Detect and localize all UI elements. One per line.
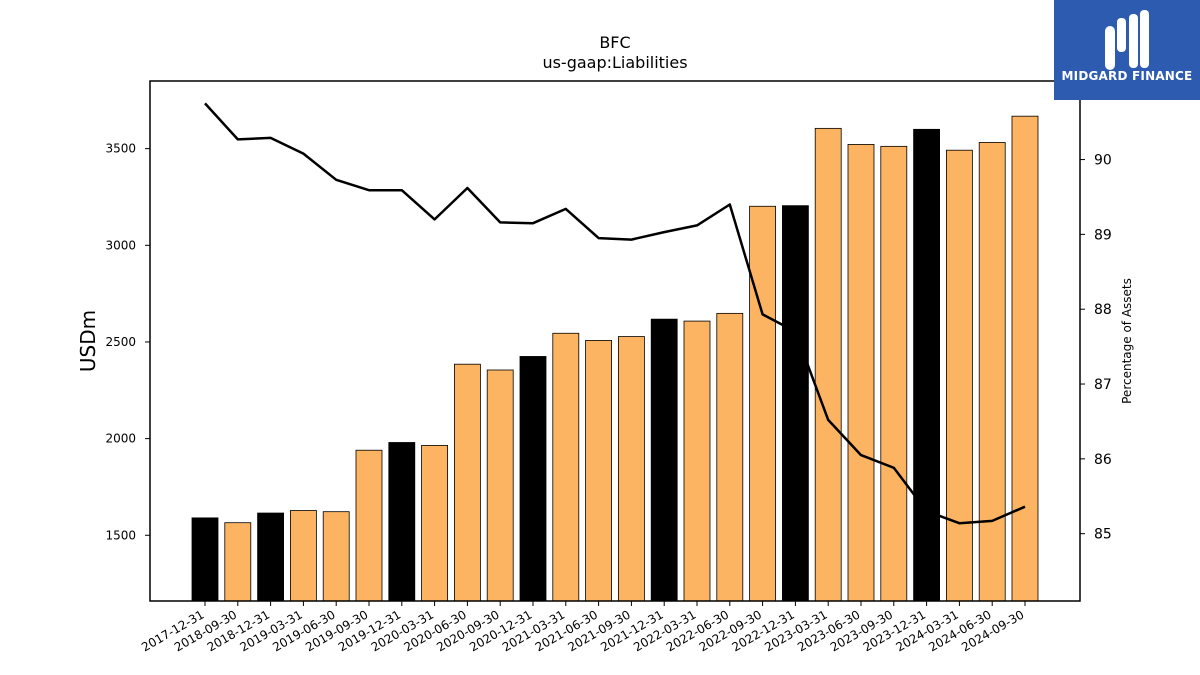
bar-2022-09-30 <box>749 205 776 602</box>
y2-axis-label: Percentage of Assets <box>1120 278 1134 404</box>
y-tick-label: 3000 <box>105 238 136 252</box>
y-tick-label: 3500 <box>105 142 136 156</box>
bar-2021-03-31 <box>552 332 580 602</box>
bar-2019-03-31 <box>289 510 317 602</box>
bar-2022-06-30 <box>716 312 744 602</box>
line-group <box>204 102 1026 525</box>
chart-subtitle: us-gaap:Liabilities <box>542 53 687 72</box>
chart-title: BFC <box>599 33 630 52</box>
x-axis: 2017-12-312018-09-302018-12-312019-03-31… <box>139 601 1027 654</box>
plot-frame <box>149 80 1081 602</box>
y-axis-label: USDm <box>76 310 100 372</box>
brand-logo: MIDGARD FINANCE <box>1054 0 1200 100</box>
bar-2022-03-31 <box>683 320 711 602</box>
left-axis: 1500 2000 2500 3000 3500 <box>105 142 150 542</box>
bar-2024-09-30 <box>1011 115 1039 602</box>
bar-2023-03-31 <box>814 127 842 602</box>
y-tick-label: 2000 <box>105 432 136 446</box>
bar-2020-06-30 <box>453 363 481 602</box>
bar-2023-06-30 <box>847 144 875 602</box>
bar-2018-09-30 <box>224 522 252 602</box>
right-axis: 85 86 87 88 89 90 <box>1080 153 1112 543</box>
y-tick-label: 2500 <box>105 335 136 349</box>
bar-2019-06-30 <box>322 511 350 602</box>
y-tick-label: 1500 <box>105 528 136 542</box>
bars-group <box>191 115 1039 602</box>
bar-2023-12-31 <box>913 128 940 602</box>
bar-2022-12-31 <box>782 205 809 602</box>
brand-name: MIDGARD FINANCE <box>1061 69 1193 83</box>
percentage-line <box>204 102 1026 525</box>
y2-tick-label: 90 <box>1094 153 1112 169</box>
bar-2019-12-31 <box>388 442 416 602</box>
bar-2024-06-30 <box>978 142 1006 602</box>
bar-2023-09-30 <box>880 145 908 602</box>
bar-2021-09-30 <box>618 336 645 602</box>
y2-tick-label: 89 <box>1094 227 1112 243</box>
bar-2020-12-31 <box>519 356 547 602</box>
bar-2017-12-31 <box>191 517 219 602</box>
bar-2019-09-30 <box>355 449 383 602</box>
y2-tick-label: 87 <box>1094 377 1112 393</box>
y2-tick-label: 88 <box>1094 302 1112 318</box>
y2-tick-label: 85 <box>1094 527 1112 543</box>
bar-2024-03-31 <box>946 149 973 602</box>
logo-mark-icon <box>1105 10 1149 70</box>
bar-2020-03-31 <box>421 444 449 602</box>
y2-tick-label: 86 <box>1094 452 1112 468</box>
bar-2021-12-31 <box>650 318 678 602</box>
bar-2020-09-30 <box>486 369 514 602</box>
bar-2018-12-31 <box>257 512 285 602</box>
bar-2021-06-30 <box>585 340 612 602</box>
